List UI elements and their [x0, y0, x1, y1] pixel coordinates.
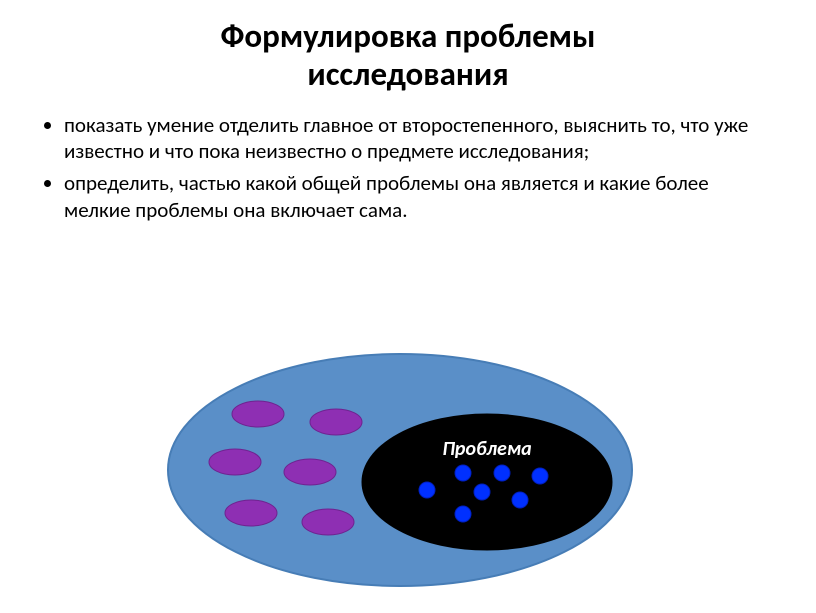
bullet-item: показать умение отделить главное от втор…	[64, 112, 764, 165]
blue-dot	[512, 492, 528, 508]
blue-dot	[532, 468, 548, 484]
blue-dot	[455, 506, 471, 522]
blue-dot	[494, 465, 510, 481]
slide-title: Формулировка проблемы исследования	[0, 0, 816, 94]
purple-dot	[225, 500, 277, 526]
inner-label: Проблема	[402, 437, 572, 461]
purple-dot	[209, 449, 261, 475]
purple-dot	[232, 401, 284, 427]
inner-ellipse	[362, 414, 612, 550]
blue-dot	[474, 484, 490, 500]
purple-dot	[284, 459, 336, 485]
title-line-2: исследования	[307, 54, 508, 94]
blue-dot	[455, 465, 471, 481]
problem-diagram: Проблема	[0, 342, 816, 602]
diagram-svg	[0, 342, 816, 602]
title-line-1: Формулировка проблемы	[220, 16, 595, 56]
purple-dot	[310, 409, 362, 435]
blue-dot	[419, 482, 435, 498]
bullet-item: определить, частью какой общей проблемы …	[64, 170, 764, 223]
purple-dot	[302, 509, 354, 535]
bullet-list: показать умение отделить главное от втор…	[0, 94, 816, 223]
